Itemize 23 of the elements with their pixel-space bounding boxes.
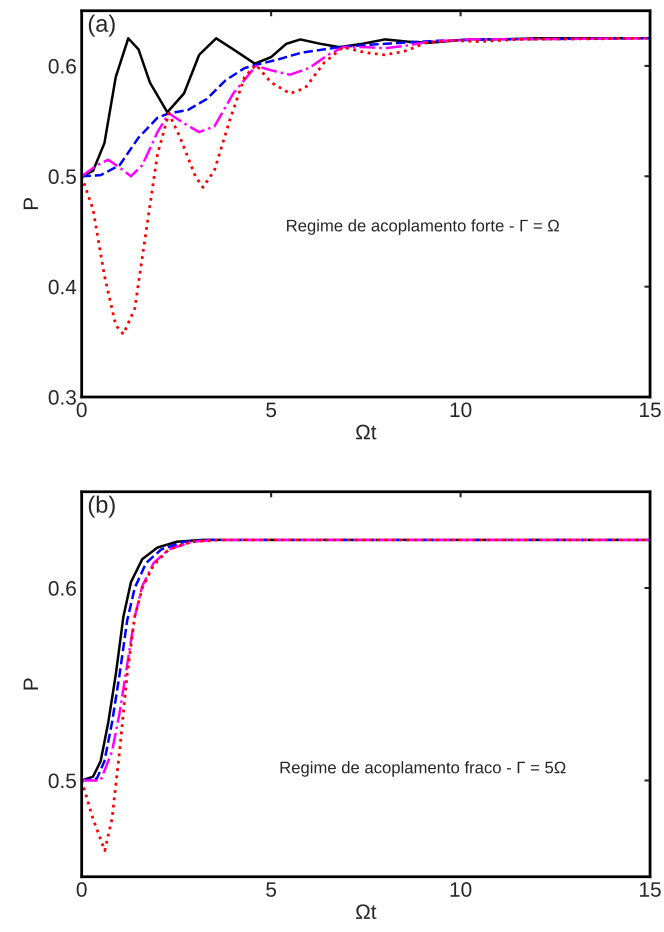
x-tick-label: 5 (266, 402, 276, 418)
y-tick-label: 0.3 (48, 390, 76, 405)
x-tick-label: 0 (76, 402, 87, 418)
y-tick-label: 0.4 (48, 280, 76, 294)
line-series (82, 36, 650, 336)
y-tick-label: 0.5 (48, 773, 76, 788)
x-axis-title: Ωt (356, 904, 376, 920)
x-axis-title: Ωt (356, 424, 376, 440)
annotation: (a) (88, 14, 115, 37)
annotation: Regime de acoplamento forte - Γ = Ω (287, 219, 560, 235)
x-tick-label: 10 (450, 882, 472, 897)
y-tick-label: 0.5 (48, 169, 76, 184)
annotation: Regime de acoplamento fraco - Γ = 5Ω (280, 761, 566, 777)
x-tick-label: 15 (640, 402, 661, 418)
x-tick-label: 15 (640, 882, 661, 897)
x-tick-label: 10 (450, 402, 472, 418)
annotation: (b) (88, 496, 115, 518)
y-axis-title: P (24, 198, 38, 210)
x-tick-label: 5 (266, 882, 276, 897)
y-tick-label: 0.6 (48, 58, 76, 74)
y-axis-title: P (24, 678, 38, 690)
x-tick-label: 0 (76, 882, 87, 897)
y-tick-label: 0.6 (48, 580, 76, 596)
